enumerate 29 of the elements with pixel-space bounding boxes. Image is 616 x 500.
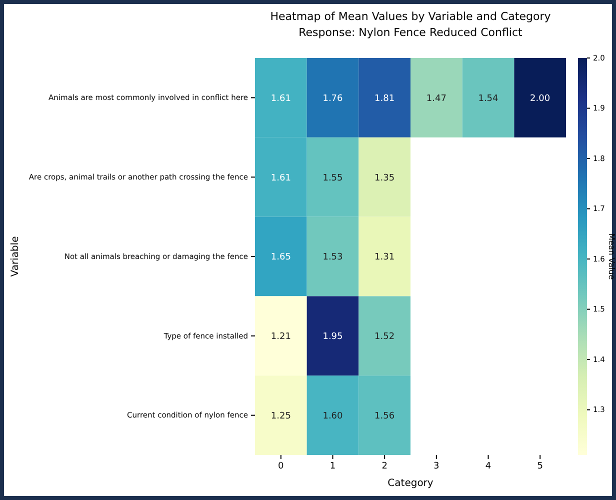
x-tick-label: 2 [382,461,388,472]
data-label: 1.56 [374,411,395,422]
data-label: 1.54 [478,94,499,104]
data-label: 2.00 [530,94,550,104]
data-label: 1.95 [322,332,343,342]
data-label: 1.35 [374,173,395,184]
data-label: 1.81 [374,94,395,104]
data-label: 1.47 [426,94,446,104]
color-bar-title: Mean Value [607,233,616,280]
x-tick-label: 5 [537,461,543,472]
data-label: 1.21 [270,332,291,342]
x-tick-label: 0 [278,461,284,472]
x-tick-label: 3 [434,461,440,472]
data-label: 1.76 [322,94,344,104]
chart-title: Heatmap of Mean Values by Variable and Category [270,10,552,23]
data-label: 1.55 [322,173,343,184]
data-label: 1.53 [322,252,343,263]
data-label: 1.25 [270,411,291,422]
chart-subtitle: Response: Nylon Fence Reduced Conflict [298,26,524,39]
y-axis-title: Variable [10,236,21,277]
data-label: 1.60 [322,411,344,422]
x-axis-title: Category [388,478,434,489]
data-label: 1.61 [270,173,291,184]
x-tick-label: 1 [330,461,336,472]
x-tick-label: 4 [485,461,492,472]
data-label: 1.65 [270,252,291,263]
data-label: 1.52 [374,332,395,342]
data-label: 1.61 [270,94,291,104]
data-label: 1.31 [374,252,395,263]
